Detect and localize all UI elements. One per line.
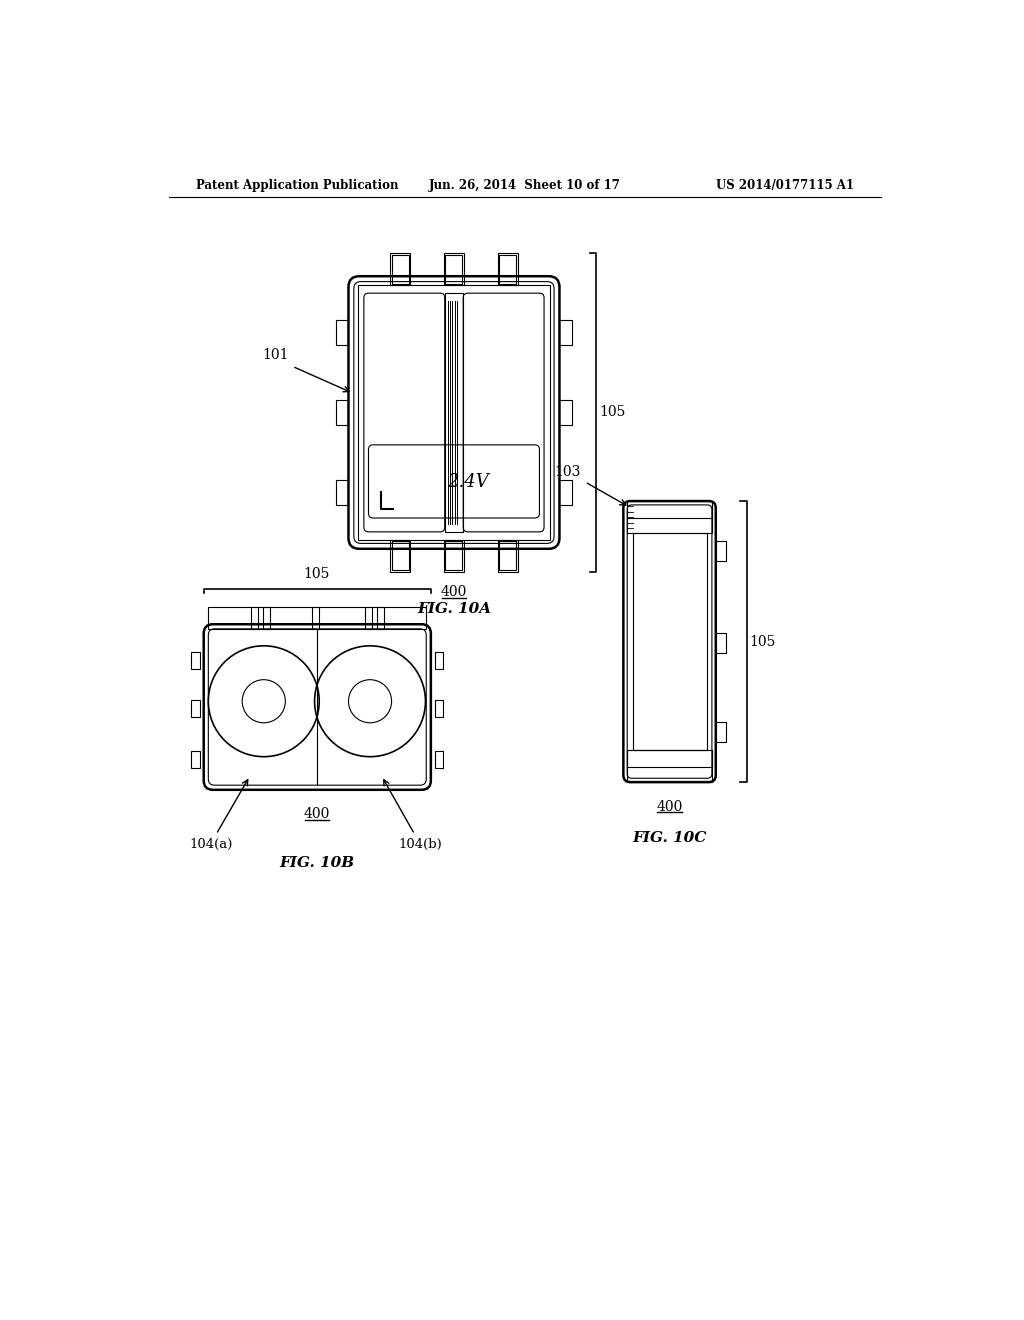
Text: 105: 105 — [750, 635, 776, 648]
Bar — [191, 700, 200, 717]
Bar — [435, 700, 443, 717]
Bar — [365, 607, 372, 628]
Bar — [357, 285, 550, 540]
Bar — [500, 541, 516, 570]
Bar — [716, 722, 726, 742]
Text: 400: 400 — [304, 808, 330, 821]
Bar — [559, 321, 571, 345]
Text: 104(a): 104(a) — [189, 838, 233, 850]
Text: Jun. 26, 2014  Sheet 10 of 17: Jun. 26, 2014 Sheet 10 of 17 — [429, 178, 621, 191]
Bar — [498, 540, 518, 572]
Text: Patent Application Publication: Patent Application Publication — [196, 178, 398, 191]
Text: FIG. 10A: FIG. 10A — [417, 602, 492, 616]
Bar — [444, 253, 464, 285]
Bar — [445, 541, 463, 570]
Bar — [336, 400, 348, 425]
Text: FIG. 10C: FIG. 10C — [633, 830, 707, 845]
Bar — [377, 607, 384, 628]
Text: 2.4V: 2.4V — [446, 473, 488, 491]
Bar — [559, 480, 571, 506]
Bar — [263, 607, 270, 628]
Bar — [391, 255, 409, 284]
Bar — [559, 400, 571, 425]
Bar — [716, 541, 726, 561]
Text: 105: 105 — [304, 568, 330, 581]
Bar — [251, 607, 258, 628]
Bar — [391, 541, 409, 570]
Text: US 2014/0177115 A1: US 2014/0177115 A1 — [717, 178, 854, 191]
Bar — [633, 533, 707, 750]
Bar — [336, 480, 348, 506]
Bar — [390, 540, 410, 572]
Bar — [500, 255, 516, 284]
Bar — [444, 540, 464, 572]
Text: 400: 400 — [656, 800, 683, 813]
Bar — [191, 652, 200, 669]
Text: 104(b): 104(b) — [398, 838, 442, 850]
Bar — [628, 502, 712, 517]
Bar — [498, 253, 518, 285]
Text: FIG. 10B: FIG. 10B — [280, 855, 354, 870]
Text: 101: 101 — [262, 348, 289, 363]
Bar — [445, 255, 463, 284]
Bar — [191, 751, 200, 768]
Bar — [435, 652, 443, 669]
Bar — [444, 293, 463, 532]
Text: 400: 400 — [440, 585, 467, 599]
Bar — [435, 751, 443, 768]
Bar — [628, 502, 712, 533]
Text: 103: 103 — [555, 466, 581, 479]
Text: 105: 105 — [599, 405, 626, 420]
Bar — [628, 750, 712, 767]
Bar — [312, 607, 319, 628]
Bar — [628, 750, 712, 781]
Bar — [208, 607, 426, 628]
Bar — [390, 253, 410, 285]
Bar — [336, 321, 348, 345]
Bar — [716, 632, 726, 653]
